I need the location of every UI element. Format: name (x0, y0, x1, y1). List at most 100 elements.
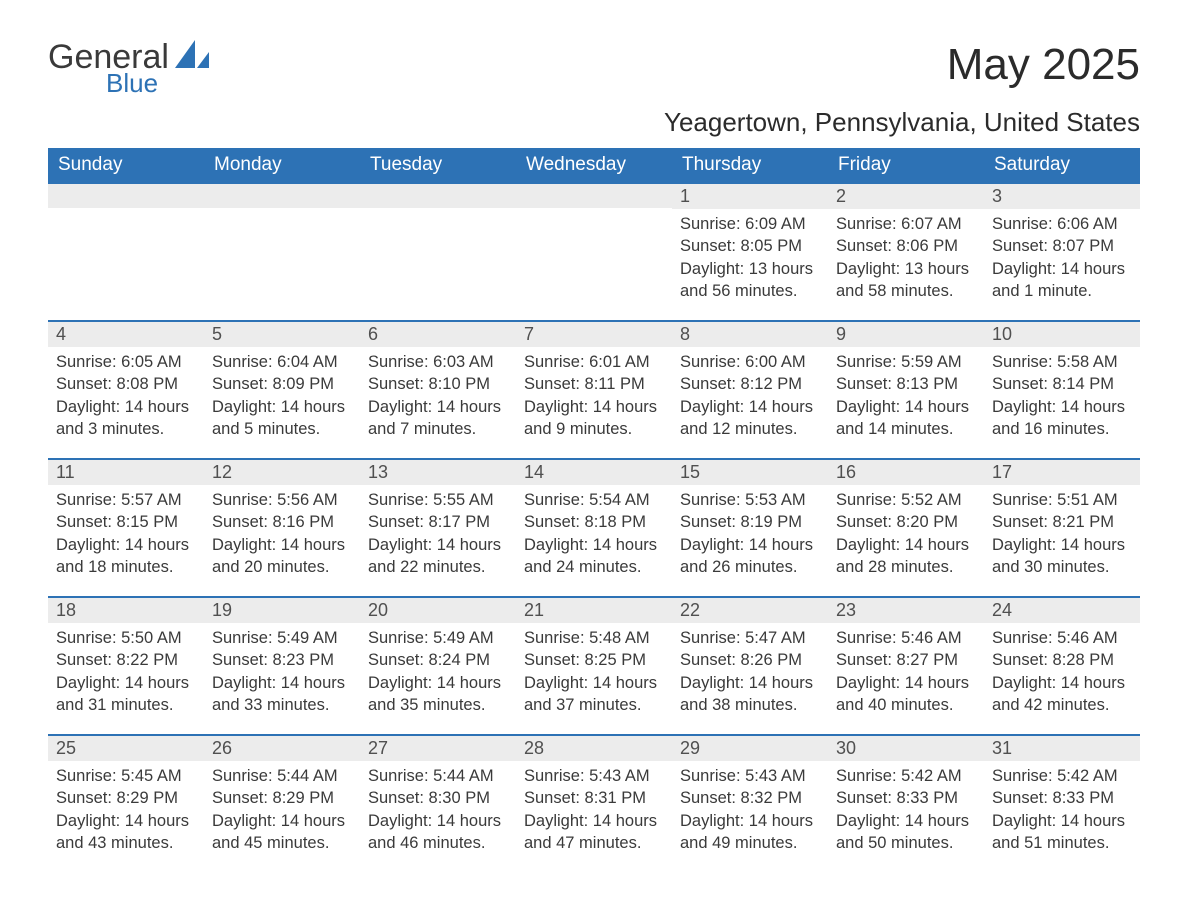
sunrise-line: Sunrise: 5:56 AM (212, 489, 352, 511)
day-number: 28 (516, 734, 672, 761)
sunrise-line: Sunrise: 5:45 AM (56, 765, 196, 787)
sunrise-line: Sunrise: 5:52 AM (836, 489, 976, 511)
day-header: Tuesday (360, 148, 516, 182)
day-number: 6 (360, 320, 516, 347)
sunset-line: Sunset: 8:26 PM (680, 649, 820, 671)
daylight-line: Daylight: 13 hours and 56 minutes. (680, 258, 820, 303)
day-details: Sunrise: 6:00 AMSunset: 8:12 PMDaylight:… (672, 347, 828, 448)
calendar-cell (48, 182, 204, 320)
calendar-cell: 31Sunrise: 5:42 AMSunset: 8:33 PMDayligh… (984, 734, 1140, 872)
sunrise-line: Sunrise: 5:49 AM (212, 627, 352, 649)
day-number: 13 (360, 458, 516, 485)
sunrise-line: Sunrise: 6:05 AM (56, 351, 196, 373)
day-header: Friday (828, 148, 984, 182)
calendar-cell (204, 182, 360, 320)
day-details: Sunrise: 6:04 AMSunset: 8:09 PMDaylight:… (204, 347, 360, 448)
calendar-cell: 1Sunrise: 6:09 AMSunset: 8:05 PMDaylight… (672, 182, 828, 320)
page-title: May 2025 (947, 40, 1140, 90)
sunrise-line: Sunrise: 5:51 AM (992, 489, 1132, 511)
sunrise-line: Sunrise: 5:58 AM (992, 351, 1132, 373)
calendar-cell: 8Sunrise: 6:00 AMSunset: 8:12 PMDaylight… (672, 320, 828, 458)
day-details: Sunrise: 5:54 AMSunset: 8:18 PMDaylight:… (516, 485, 672, 586)
day-number: 27 (360, 734, 516, 761)
daylight-line: Daylight: 14 hours and 30 minutes. (992, 534, 1132, 579)
daylight-line: Daylight: 14 hours and 51 minutes. (992, 810, 1132, 855)
empty-day-bar (360, 182, 516, 208)
sunset-line: Sunset: 8:08 PM (56, 373, 196, 395)
calendar-cell: 9Sunrise: 5:59 AMSunset: 8:13 PMDaylight… (828, 320, 984, 458)
day-number: 12 (204, 458, 360, 485)
daylight-line: Daylight: 14 hours and 28 minutes. (836, 534, 976, 579)
day-number: 15 (672, 458, 828, 485)
empty-day-bar (48, 182, 204, 208)
sunrise-line: Sunrise: 5:49 AM (368, 627, 508, 649)
calendar-cell: 24Sunrise: 5:46 AMSunset: 8:28 PMDayligh… (984, 596, 1140, 734)
sunset-line: Sunset: 8:11 PM (524, 373, 664, 395)
day-details: Sunrise: 5:44 AMSunset: 8:29 PMDaylight:… (204, 761, 360, 862)
sunset-line: Sunset: 8:10 PM (368, 373, 508, 395)
calendar-row: 4Sunrise: 6:05 AMSunset: 8:08 PMDaylight… (48, 320, 1140, 458)
day-header: Monday (204, 148, 360, 182)
sunset-line: Sunset: 8:21 PM (992, 511, 1132, 533)
daylight-line: Daylight: 14 hours and 7 minutes. (368, 396, 508, 441)
day-number: 2 (828, 182, 984, 209)
day-details: Sunrise: 6:03 AMSunset: 8:10 PMDaylight:… (360, 347, 516, 448)
daylight-line: Daylight: 14 hours and 26 minutes. (680, 534, 820, 579)
sunset-line: Sunset: 8:19 PM (680, 511, 820, 533)
day-details: Sunrise: 5:42 AMSunset: 8:33 PMDaylight:… (984, 761, 1140, 862)
day-header: Sunday (48, 148, 204, 182)
sunset-line: Sunset: 8:28 PM (992, 649, 1132, 671)
sunrise-line: Sunrise: 5:46 AM (836, 627, 976, 649)
day-number: 31 (984, 734, 1140, 761)
day-details: Sunrise: 5:48 AMSunset: 8:25 PMDaylight:… (516, 623, 672, 724)
calendar-cell: 13Sunrise: 5:55 AMSunset: 8:17 PMDayligh… (360, 458, 516, 596)
daylight-line: Daylight: 14 hours and 14 minutes. (836, 396, 976, 441)
calendar-cell: 14Sunrise: 5:54 AMSunset: 8:18 PMDayligh… (516, 458, 672, 596)
sunrise-line: Sunrise: 6:03 AM (368, 351, 508, 373)
sunrise-line: Sunrise: 5:42 AM (836, 765, 976, 787)
day-details: Sunrise: 5:55 AMSunset: 8:17 PMDaylight:… (360, 485, 516, 586)
day-details: Sunrise: 5:59 AMSunset: 8:13 PMDaylight:… (828, 347, 984, 448)
day-number: 10 (984, 320, 1140, 347)
daylight-line: Daylight: 14 hours and 3 minutes. (56, 396, 196, 441)
day-details: Sunrise: 5:46 AMSunset: 8:28 PMDaylight:… (984, 623, 1140, 724)
daylight-line: Daylight: 14 hours and 16 minutes. (992, 396, 1132, 441)
sunset-line: Sunset: 8:29 PM (212, 787, 352, 809)
header: General Blue May 2025 (48, 40, 1140, 99)
daylight-line: Daylight: 14 hours and 20 minutes. (212, 534, 352, 579)
sunrise-line: Sunrise: 6:06 AM (992, 213, 1132, 235)
calendar-body: 1Sunrise: 6:09 AMSunset: 8:05 PMDaylight… (48, 182, 1140, 872)
daylight-line: Daylight: 14 hours and 38 minutes. (680, 672, 820, 717)
day-number: 20 (360, 596, 516, 623)
day-details: Sunrise: 5:49 AMSunset: 8:24 PMDaylight:… (360, 623, 516, 724)
day-details: Sunrise: 5:42 AMSunset: 8:33 PMDaylight:… (828, 761, 984, 862)
sunrise-line: Sunrise: 5:48 AM (524, 627, 664, 649)
day-number: 7 (516, 320, 672, 347)
day-number: 18 (48, 596, 204, 623)
sunrise-line: Sunrise: 5:55 AM (368, 489, 508, 511)
logo: General Blue (48, 40, 209, 99)
sunrise-line: Sunrise: 6:01 AM (524, 351, 664, 373)
sunrise-line: Sunrise: 5:43 AM (524, 765, 664, 787)
calendar-row: 18Sunrise: 5:50 AMSunset: 8:22 PMDayligh… (48, 596, 1140, 734)
day-details: Sunrise: 5:43 AMSunset: 8:31 PMDaylight:… (516, 761, 672, 862)
calendar-cell: 30Sunrise: 5:42 AMSunset: 8:33 PMDayligh… (828, 734, 984, 872)
calendar-row: 25Sunrise: 5:45 AMSunset: 8:29 PMDayligh… (48, 734, 1140, 872)
calendar-cell: 18Sunrise: 5:50 AMSunset: 8:22 PMDayligh… (48, 596, 204, 734)
calendar-cell: 12Sunrise: 5:56 AMSunset: 8:16 PMDayligh… (204, 458, 360, 596)
sunset-line: Sunset: 8:17 PM (368, 511, 508, 533)
day-details: Sunrise: 5:56 AMSunset: 8:16 PMDaylight:… (204, 485, 360, 586)
sunrise-line: Sunrise: 6:04 AM (212, 351, 352, 373)
calendar-cell: 20Sunrise: 5:49 AMSunset: 8:24 PMDayligh… (360, 596, 516, 734)
day-number: 1 (672, 182, 828, 209)
calendar-cell: 16Sunrise: 5:52 AMSunset: 8:20 PMDayligh… (828, 458, 984, 596)
sunset-line: Sunset: 8:30 PM (368, 787, 508, 809)
sunrise-line: Sunrise: 5:44 AM (212, 765, 352, 787)
daylight-line: Daylight: 14 hours and 42 minutes. (992, 672, 1132, 717)
daylight-line: Daylight: 14 hours and 40 minutes. (836, 672, 976, 717)
day-number: 3 (984, 182, 1140, 209)
day-number: 21 (516, 596, 672, 623)
daylight-line: Daylight: 14 hours and 47 minutes. (524, 810, 664, 855)
calendar-cell: 2Sunrise: 6:07 AMSunset: 8:06 PMDaylight… (828, 182, 984, 320)
sunset-line: Sunset: 8:18 PM (524, 511, 664, 533)
